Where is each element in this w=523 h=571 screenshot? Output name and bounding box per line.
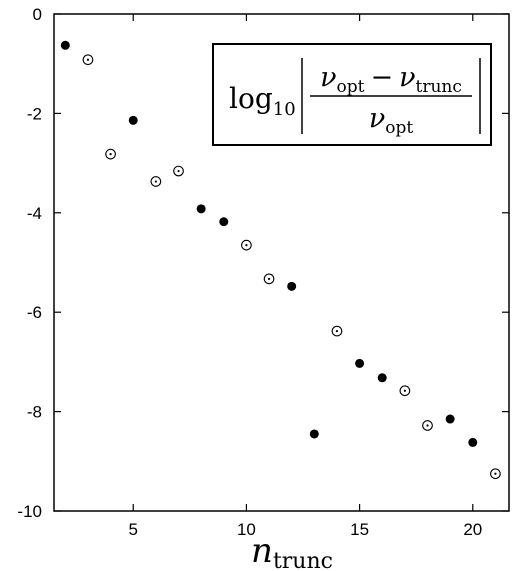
open-data-point <box>173 165 184 177</box>
y-tick-label: -2 <box>27 104 42 123</box>
tick-labels: 5 10 15 20 0 -2 -4 -6 -8 -10 <box>17 5 482 539</box>
filled-data-point <box>445 414 455 424</box>
formula-log: log10 <box>229 82 296 120</box>
x-tick-label: 5 <box>128 520 137 539</box>
open-point-center <box>245 244 248 247</box>
open-point-center <box>335 329 339 333</box>
open-point-center <box>403 389 406 392</box>
y-tick-label: -6 <box>27 303 42 322</box>
open-data-point <box>331 325 343 337</box>
open-data-point <box>263 273 275 285</box>
x-tick-label: 10 <box>237 520 256 539</box>
open-data-point <box>82 54 94 66</box>
x-axis-label-main: n <box>251 531 273 571</box>
filled-data-point <box>309 429 319 439</box>
open-point-center <box>177 169 180 173</box>
y-tick-label: -10 <box>17 502 42 521</box>
formula-log-text: log <box>229 82 273 115</box>
axis-ticks <box>54 13 509 512</box>
open-data-point <box>241 239 252 251</box>
filled-data-point <box>377 373 387 383</box>
formula-denominator: νopt <box>369 103 414 138</box>
open-data-point <box>105 148 116 160</box>
data-points <box>60 40 501 480</box>
open-data-point <box>490 468 501 480</box>
x-tick-label: 20 <box>463 520 482 539</box>
y-tick-label: 0 <box>33 5 42 24</box>
open-data-point <box>150 176 162 187</box>
formula-nu-opt-sub: opt <box>337 77 365 97</box>
plot-frame <box>53 13 510 512</box>
open-point-center <box>426 424 429 427</box>
x-axis-label-subscript: trunc <box>273 549 333 571</box>
formula-nu-trunc-sub: trunc <box>416 77 462 97</box>
open-point-center <box>86 58 90 61</box>
filled-data-point <box>219 217 229 227</box>
x-axis-label: ntrunc <box>251 531 333 571</box>
open-data-point <box>422 420 433 431</box>
formula-nu-opt: ν <box>320 62 336 93</box>
open-point-center <box>109 153 112 156</box>
filled-data-point <box>287 281 297 291</box>
formula-box-frame <box>212 43 492 146</box>
formula-denominator-nu: ν <box>369 103 385 134</box>
y-tick-label: -4 <box>27 204 42 223</box>
filled-data-point <box>60 40 70 50</box>
filled-data-point <box>468 437 478 447</box>
open-point-center <box>494 472 497 475</box>
open-point-center <box>267 277 271 281</box>
formula-nu-trunc: ν <box>399 62 415 93</box>
filled-data-point <box>196 204 206 214</box>
open-data-point <box>399 385 411 397</box>
formula-minus: − <box>370 62 393 93</box>
open-point-center <box>154 180 157 183</box>
formula-legend-box: log10 νopt − νtrunc νopt <box>212 43 492 146</box>
formula-denominator-sub: opt <box>385 118 413 138</box>
formula-numerator: νopt − νtrunc <box>320 62 462 97</box>
x-tick-label: 15 <box>350 520 369 539</box>
filled-data-point <box>128 115 138 125</box>
filled-data-point <box>355 358 365 368</box>
y-tick-label: -8 <box>27 403 42 422</box>
formula-log-base: 10 <box>273 99 296 120</box>
